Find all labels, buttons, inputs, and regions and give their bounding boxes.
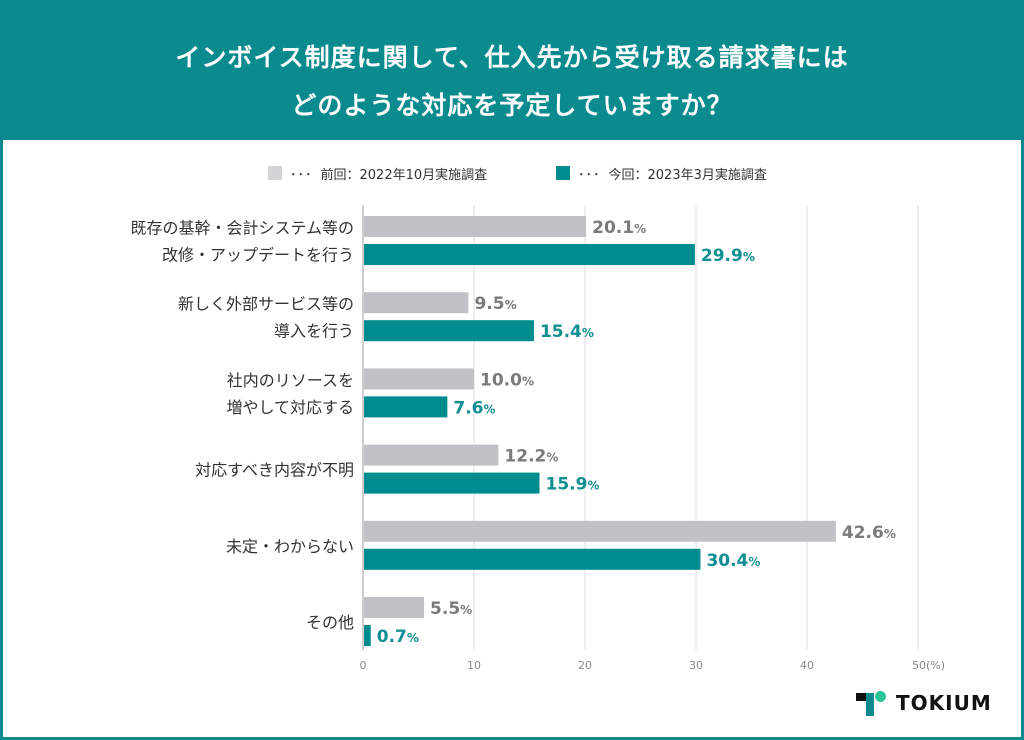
bar-current [364,548,701,570]
category-label: 導入を行う [274,322,354,341]
category-label: 社内のリソースを [227,371,354,390]
bar-previous [364,520,836,542]
category-label: 既存の基幹・会計システム等の [130,219,354,238]
chart-title-line-1: インボイス制度に関して、仕入先から受け取る請求書には [175,43,849,72]
bar-previous [364,216,587,237]
header-banner: インボイス制度に関して、仕入先から受け取る請求書には どのような対応を予定してい… [0,0,1024,140]
value-label-previous: 9.5% [474,294,516,314]
x-tick-label: 30 [689,659,703,672]
value-label-current: 0.7% [377,627,419,647]
category-label: 新しく外部サービス等の [178,295,354,314]
legend-swatch-current [556,166,570,180]
tokium-logo-text: TOKIUM [896,691,992,715]
x-tick-label: 50(%) [912,659,945,672]
x-tick-label: 10 [467,659,481,672]
bar-current [364,396,448,418]
legend-dots: ･･･ [290,167,313,183]
legend-item-current: ･･･ 今回：2023年3月実施調査 [556,163,767,183]
x-tick-label: 40 [800,659,814,672]
legend-swatch-previous [268,166,282,180]
tokium-logo: TOKIUM [856,690,992,716]
bar-previous [364,292,469,314]
bar-current [364,320,534,342]
category-label: 対応すべき内容が不明 [195,461,354,480]
value-label-current: 7.6% [453,398,495,418]
chart-title-line-2: どのような対応を予定していますか？ [291,91,733,120]
bar-current [364,244,695,265]
bar-current [364,625,371,646]
value-label-previous: 20.1% [592,218,646,238]
category-label: その他 [306,613,354,632]
bar-previous [364,597,425,618]
legend-label-previous: 前回：2022年10月実施調査 [320,167,488,183]
value-label-current: 30.4% [706,551,760,571]
tokium-logo-icon [856,690,886,716]
category-label: 未定・わからない [226,537,354,556]
bar-current [364,472,540,494]
value-label-current: 29.9% [701,246,755,266]
x-tick-label: 0 [360,659,367,672]
value-label-previous: 5.5% [430,599,472,619]
bar-previous [364,368,474,390]
legend-dots: ･･･ [578,167,601,183]
value-label-previous: 12.2% [504,447,558,467]
bar-previous [364,444,499,466]
legend-item-previous: ･･･ 前回：2022年10月実施調査 [268,163,487,183]
x-tick-label: 20 [578,659,592,672]
category-label: 増やして対応する [226,398,354,417]
value-label-current: 15.4% [540,322,594,342]
value-label-previous: 10.0% [480,370,534,390]
chart-panel [3,140,1021,737]
legend-label-current: 今回：2023年3月実施調査 [608,167,767,183]
category-label: 改修・アップデートを行う [162,246,354,265]
value-label-previous: 42.6% [842,523,896,543]
value-label-current: 15.9% [545,475,599,495]
